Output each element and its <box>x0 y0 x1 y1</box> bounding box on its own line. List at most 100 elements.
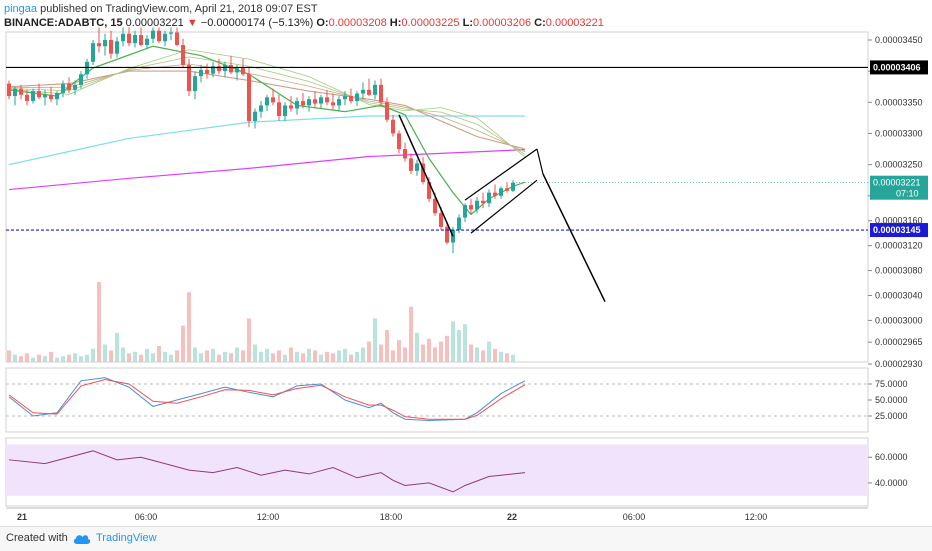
candle-body[interactable] <box>511 182 515 191</box>
candle-body[interactable] <box>265 97 269 106</box>
volume-bar <box>307 348 311 362</box>
candle-body[interactable] <box>409 158 413 171</box>
candle-body[interactable] <box>391 119 395 134</box>
candle-body[interactable] <box>163 33 167 42</box>
candle-body[interactable] <box>103 40 107 47</box>
candle-body[interactable] <box>187 64 191 92</box>
candle-body[interactable] <box>247 74 251 121</box>
candle-body[interactable] <box>223 64 227 72</box>
candle-body[interactable] <box>427 182 431 199</box>
candle-body[interactable] <box>7 83 11 97</box>
candle-body[interactable] <box>259 105 263 112</box>
stoch-pane[interactable] <box>5 367 869 433</box>
candle-body[interactable] <box>397 133 401 150</box>
candle-body[interactable] <box>487 192 491 204</box>
candle-body[interactable] <box>205 69 209 74</box>
candle-body[interactable] <box>433 198 437 214</box>
candle-body[interactable] <box>139 35 143 45</box>
candle-body[interactable] <box>319 97 323 104</box>
candle-body[interactable] <box>37 91 41 98</box>
candle-body[interactable] <box>121 33 125 42</box>
candle-body[interactable] <box>115 41 119 54</box>
candle-body[interactable] <box>439 213 443 227</box>
candle-body[interactable] <box>301 101 305 106</box>
candle-body[interactable] <box>241 68 245 75</box>
flag-upper-line[interactable] <box>464 148 538 201</box>
candle-body[interactable] <box>13 88 17 97</box>
candle-body[interactable] <box>385 102 389 120</box>
candle-body[interactable] <box>199 69 203 77</box>
candle-body[interactable] <box>151 30 155 39</box>
candle-body[interactable] <box>289 105 293 109</box>
candle-body[interactable] <box>367 89 371 95</box>
candle-body[interactable] <box>193 76 197 92</box>
candle-body[interactable] <box>229 64 233 73</box>
candle-body[interactable] <box>217 66 221 72</box>
candle-body[interactable] <box>469 205 473 210</box>
symbol-label[interactable]: BINANCE:ADABTC, 15 <box>4 17 123 29</box>
candle-body[interactable] <box>49 94 53 100</box>
candle-body[interactable] <box>253 111 257 121</box>
flagpole-trendline[interactable] <box>398 114 454 237</box>
candle-body[interactable] <box>421 163 425 183</box>
candle-body[interactable] <box>361 89 365 94</box>
candle-body[interactable] <box>169 32 173 34</box>
candle-body[interactable] <box>493 192 497 196</box>
candle-body[interactable] <box>277 102 281 117</box>
price-pane[interactable] <box>5 31 869 363</box>
candle-body[interactable] <box>25 94 29 102</box>
projection-trendline[interactable] <box>542 173 606 303</box>
candle-body[interactable] <box>307 99 311 106</box>
candle-body[interactable] <box>343 96 347 100</box>
tradingview-link[interactable]: TradingView <box>96 532 157 544</box>
candle-body[interactable] <box>325 97 329 103</box>
candle-body[interactable] <box>61 83 65 93</box>
candle-body[interactable] <box>235 68 239 73</box>
candle-body[interactable] <box>79 74 83 85</box>
candle-body[interactable] <box>55 92 59 100</box>
candle-body[interactable] <box>295 101 299 109</box>
candle-body[interactable] <box>271 97 275 103</box>
candle-body[interactable] <box>157 30 161 42</box>
candle-body[interactable] <box>499 188 503 196</box>
flag-right-edge[interactable] <box>536 148 544 175</box>
candle-body[interactable] <box>31 91 35 102</box>
candle-body[interactable] <box>67 83 71 90</box>
candle-body[interactable] <box>403 149 407 159</box>
candle-body[interactable] <box>379 84 383 103</box>
candle-body[interactable] <box>97 43 101 47</box>
candle-body[interactable] <box>475 200 479 210</box>
flag-lower-line[interactable] <box>470 179 538 234</box>
high-label: H: <box>389 17 402 29</box>
candle-body[interactable] <box>373 84 377 95</box>
candle-body[interactable] <box>331 102 335 106</box>
candle-body[interactable] <box>85 61 89 75</box>
candle-body[interactable] <box>313 99 317 104</box>
volume-bar <box>439 341 443 362</box>
candle-body[interactable] <box>175 32 179 45</box>
author-link[interactable]: pingaa <box>4 3 38 15</box>
candle-body[interactable] <box>145 38 149 45</box>
candle-body[interactable] <box>445 226 449 243</box>
candle-body[interactable] <box>457 217 461 231</box>
candle-body[interactable] <box>127 33 131 44</box>
candle-body[interactable] <box>211 66 215 74</box>
trading-chart[interactable]: 0.000034500.000034000.000033500.00003300… <box>0 0 932 526</box>
candle-body[interactable] <box>415 163 419 171</box>
volume-bar <box>181 325 185 362</box>
candle-body[interactable] <box>43 94 47 98</box>
candle-body[interactable] <box>481 200 485 204</box>
candle-body[interactable] <box>19 88 23 95</box>
candle-body[interactable] <box>283 105 287 117</box>
candle-body[interactable] <box>133 35 137 44</box>
candle-body[interactable] <box>73 84 77 90</box>
candle-body[interactable] <box>109 40 113 54</box>
candle-body[interactable] <box>91 43 95 62</box>
candle-body[interactable] <box>505 188 509 191</box>
candle-body[interactable] <box>181 44 185 65</box>
candle-body[interactable] <box>337 99 341 106</box>
candle-body[interactable] <box>463 205 467 218</box>
volume-bar <box>109 350 113 362</box>
candle-body[interactable] <box>355 93 359 102</box>
candle-body[interactable] <box>349 96 353 102</box>
